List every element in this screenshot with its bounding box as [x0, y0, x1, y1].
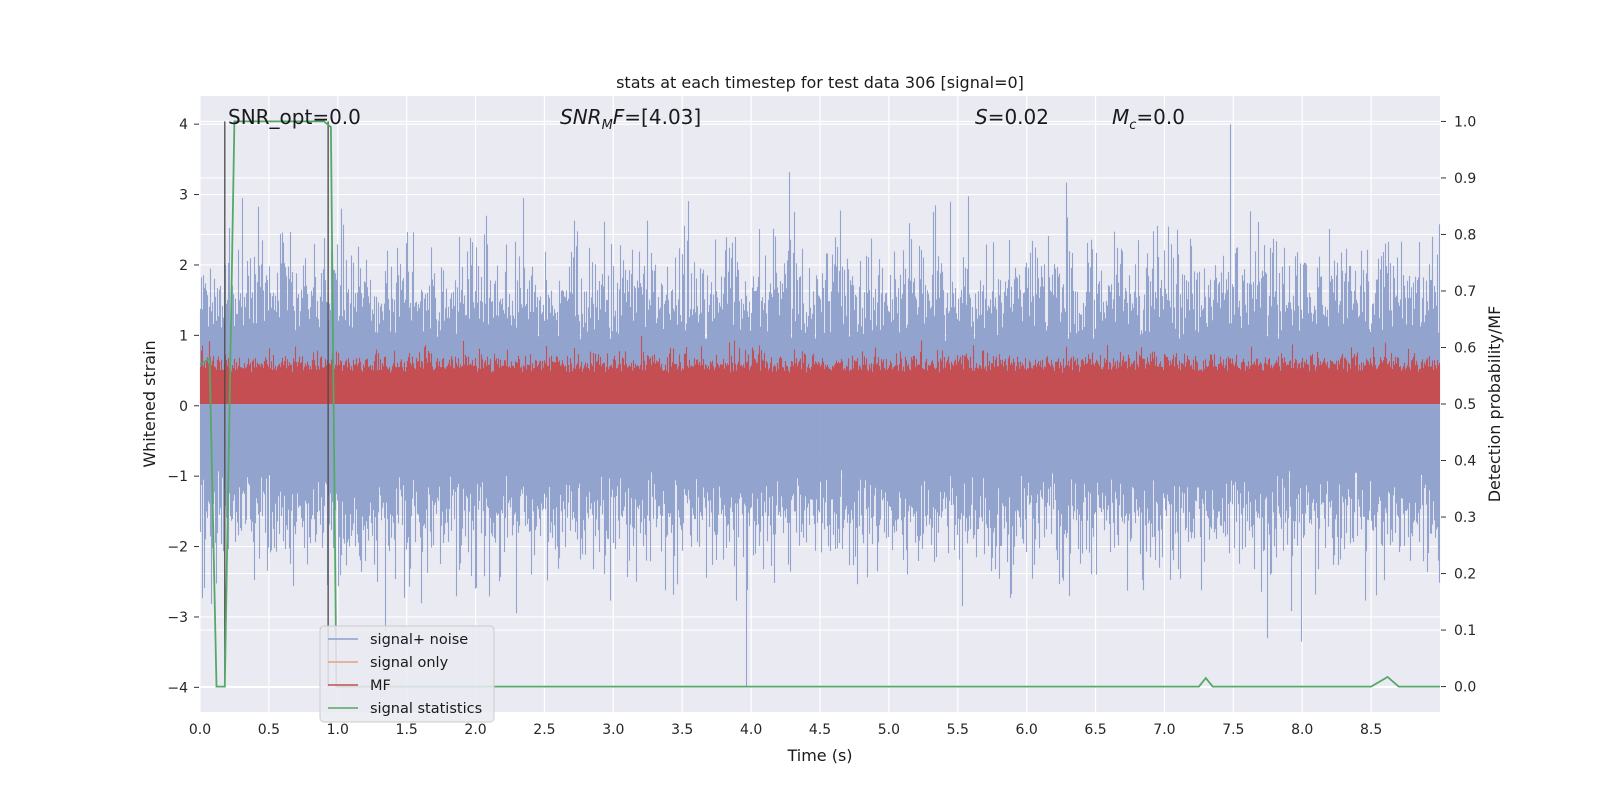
x-tick-label: 7.5 [1222, 722, 1244, 738]
x-tick-label: 1.5 [396, 722, 418, 738]
annotation-snr-mf-value: =[4.03] [624, 105, 701, 129]
y-tick-label: 1 [179, 328, 188, 344]
annotation-snr-mf: SNRMF=[4.03] [560, 105, 701, 133]
x-tick-label: 7.0 [1153, 722, 1175, 738]
x-tick-label: 5.0 [878, 722, 900, 738]
right-y-tick-label: 0.4 [1454, 454, 1476, 470]
right-y-tick-labels: 0.0 0.1 0.2 0.3 0.4 0.5 0.6 0.7 0.8 0.9 1.0 [1441, 114, 1476, 696]
x-tick-labels: 0.0 0.5 1.0 1.5 2.0 2.5 3.0 3.5 4.0 4.5 5.0 5.5 6.0 6… [189, 722, 1382, 738]
x-tick-label: 3.0 [602, 722, 624, 738]
right-y-tick-label: 1.0 [1454, 114, 1476, 130]
legend-label-signal-only: signal only [370, 655, 449, 671]
x-tick-label: 6.5 [1084, 722, 1106, 738]
annotation-mc-symbol: M [1112, 105, 1129, 129]
right-y-tick-label: 0.8 [1454, 227, 1476, 243]
right-y-tick-label: 0.6 [1454, 340, 1476, 356]
annotation-mc-subscript: c [1129, 118, 1136, 133]
chart-title: stats at each timestep for test data 306… [616, 73, 1024, 92]
x-tick-label: 1.0 [327, 722, 349, 738]
y-tick-label: 0 [179, 399, 188, 415]
x-tick-label: 2.5 [533, 722, 555, 738]
legend-label-mf: MF [370, 678, 391, 694]
annotation-mc-value: =0.0 [1136, 105, 1185, 129]
right-y-tick-label: 0.3 [1454, 510, 1476, 526]
series-mf [199, 336, 1441, 404]
y-tick-label: 4 [179, 117, 188, 133]
right-y-tick-label: 0.7 [1454, 284, 1476, 300]
y-axis-title: Whitened strain [140, 340, 159, 467]
annotation-snr-mf-subscript: M [602, 118, 613, 133]
x-tick-label: 5.5 [947, 722, 969, 738]
x-tick-label: 8.5 [1360, 722, 1382, 738]
annotation-snr-mf-f: F [613, 105, 625, 129]
right-y-tick-label: 0.2 [1454, 567, 1476, 583]
y-tick-label: −4 [167, 680, 188, 696]
y-tick-labels: −4 −3 −2 −1 0 1 2 3 4 [167, 117, 199, 696]
annotation-snr-opt: SNR_opt=0.0 [228, 105, 361, 129]
vertical-markers [224, 121, 329, 687]
y-tick-label: −3 [167, 610, 188, 626]
legend-label-signal-noise: signal+ noise [370, 632, 468, 648]
annotation-s-symbol: S [975, 105, 988, 129]
annotation-s: S=0.02 [975, 105, 1049, 129]
x-tick-label: 0.0 [189, 722, 211, 738]
x-tick-label: 0.5 [258, 722, 280, 738]
right-y-tick-label: 0.5 [1454, 397, 1476, 413]
x-axis-title: Time (s) [786, 746, 852, 765]
mf-line [199, 336, 1441, 404]
annotation-snr-mf-symbol: SNR [560, 105, 602, 129]
annotation-s-value: =0.02 [988, 105, 1049, 129]
right-y-axis-title: Detection probability/MF [1485, 306, 1504, 503]
annotation-mc: Mc=0.0 [1112, 105, 1185, 133]
right-y-tick-label: 0.9 [1454, 171, 1476, 187]
x-tick-label: 8.0 [1291, 722, 1313, 738]
legend-box [319, 625, 495, 723]
x-tick-label: 4.0 [740, 722, 762, 738]
right-y-tick-label: 0.1 [1454, 623, 1476, 639]
right-y-tick-label: 0.0 [1454, 680, 1476, 696]
legend-label-signal-statistics: signal statistics [370, 701, 482, 717]
x-tick-label: 2.0 [464, 722, 486, 738]
y-tick-label: 2 [179, 258, 188, 274]
y-tick-label: 3 [179, 188, 188, 204]
y-tick-label: −2 [167, 540, 188, 556]
y-tick-label: −1 [167, 469, 188, 485]
x-tick-label: 3.5 [671, 722, 693, 738]
x-tick-label: 4.5 [809, 722, 831, 738]
legend: signal+ noise signal only MF signal stat… [319, 625, 495, 723]
x-tick-label: 6.0 [1016, 722, 1038, 738]
